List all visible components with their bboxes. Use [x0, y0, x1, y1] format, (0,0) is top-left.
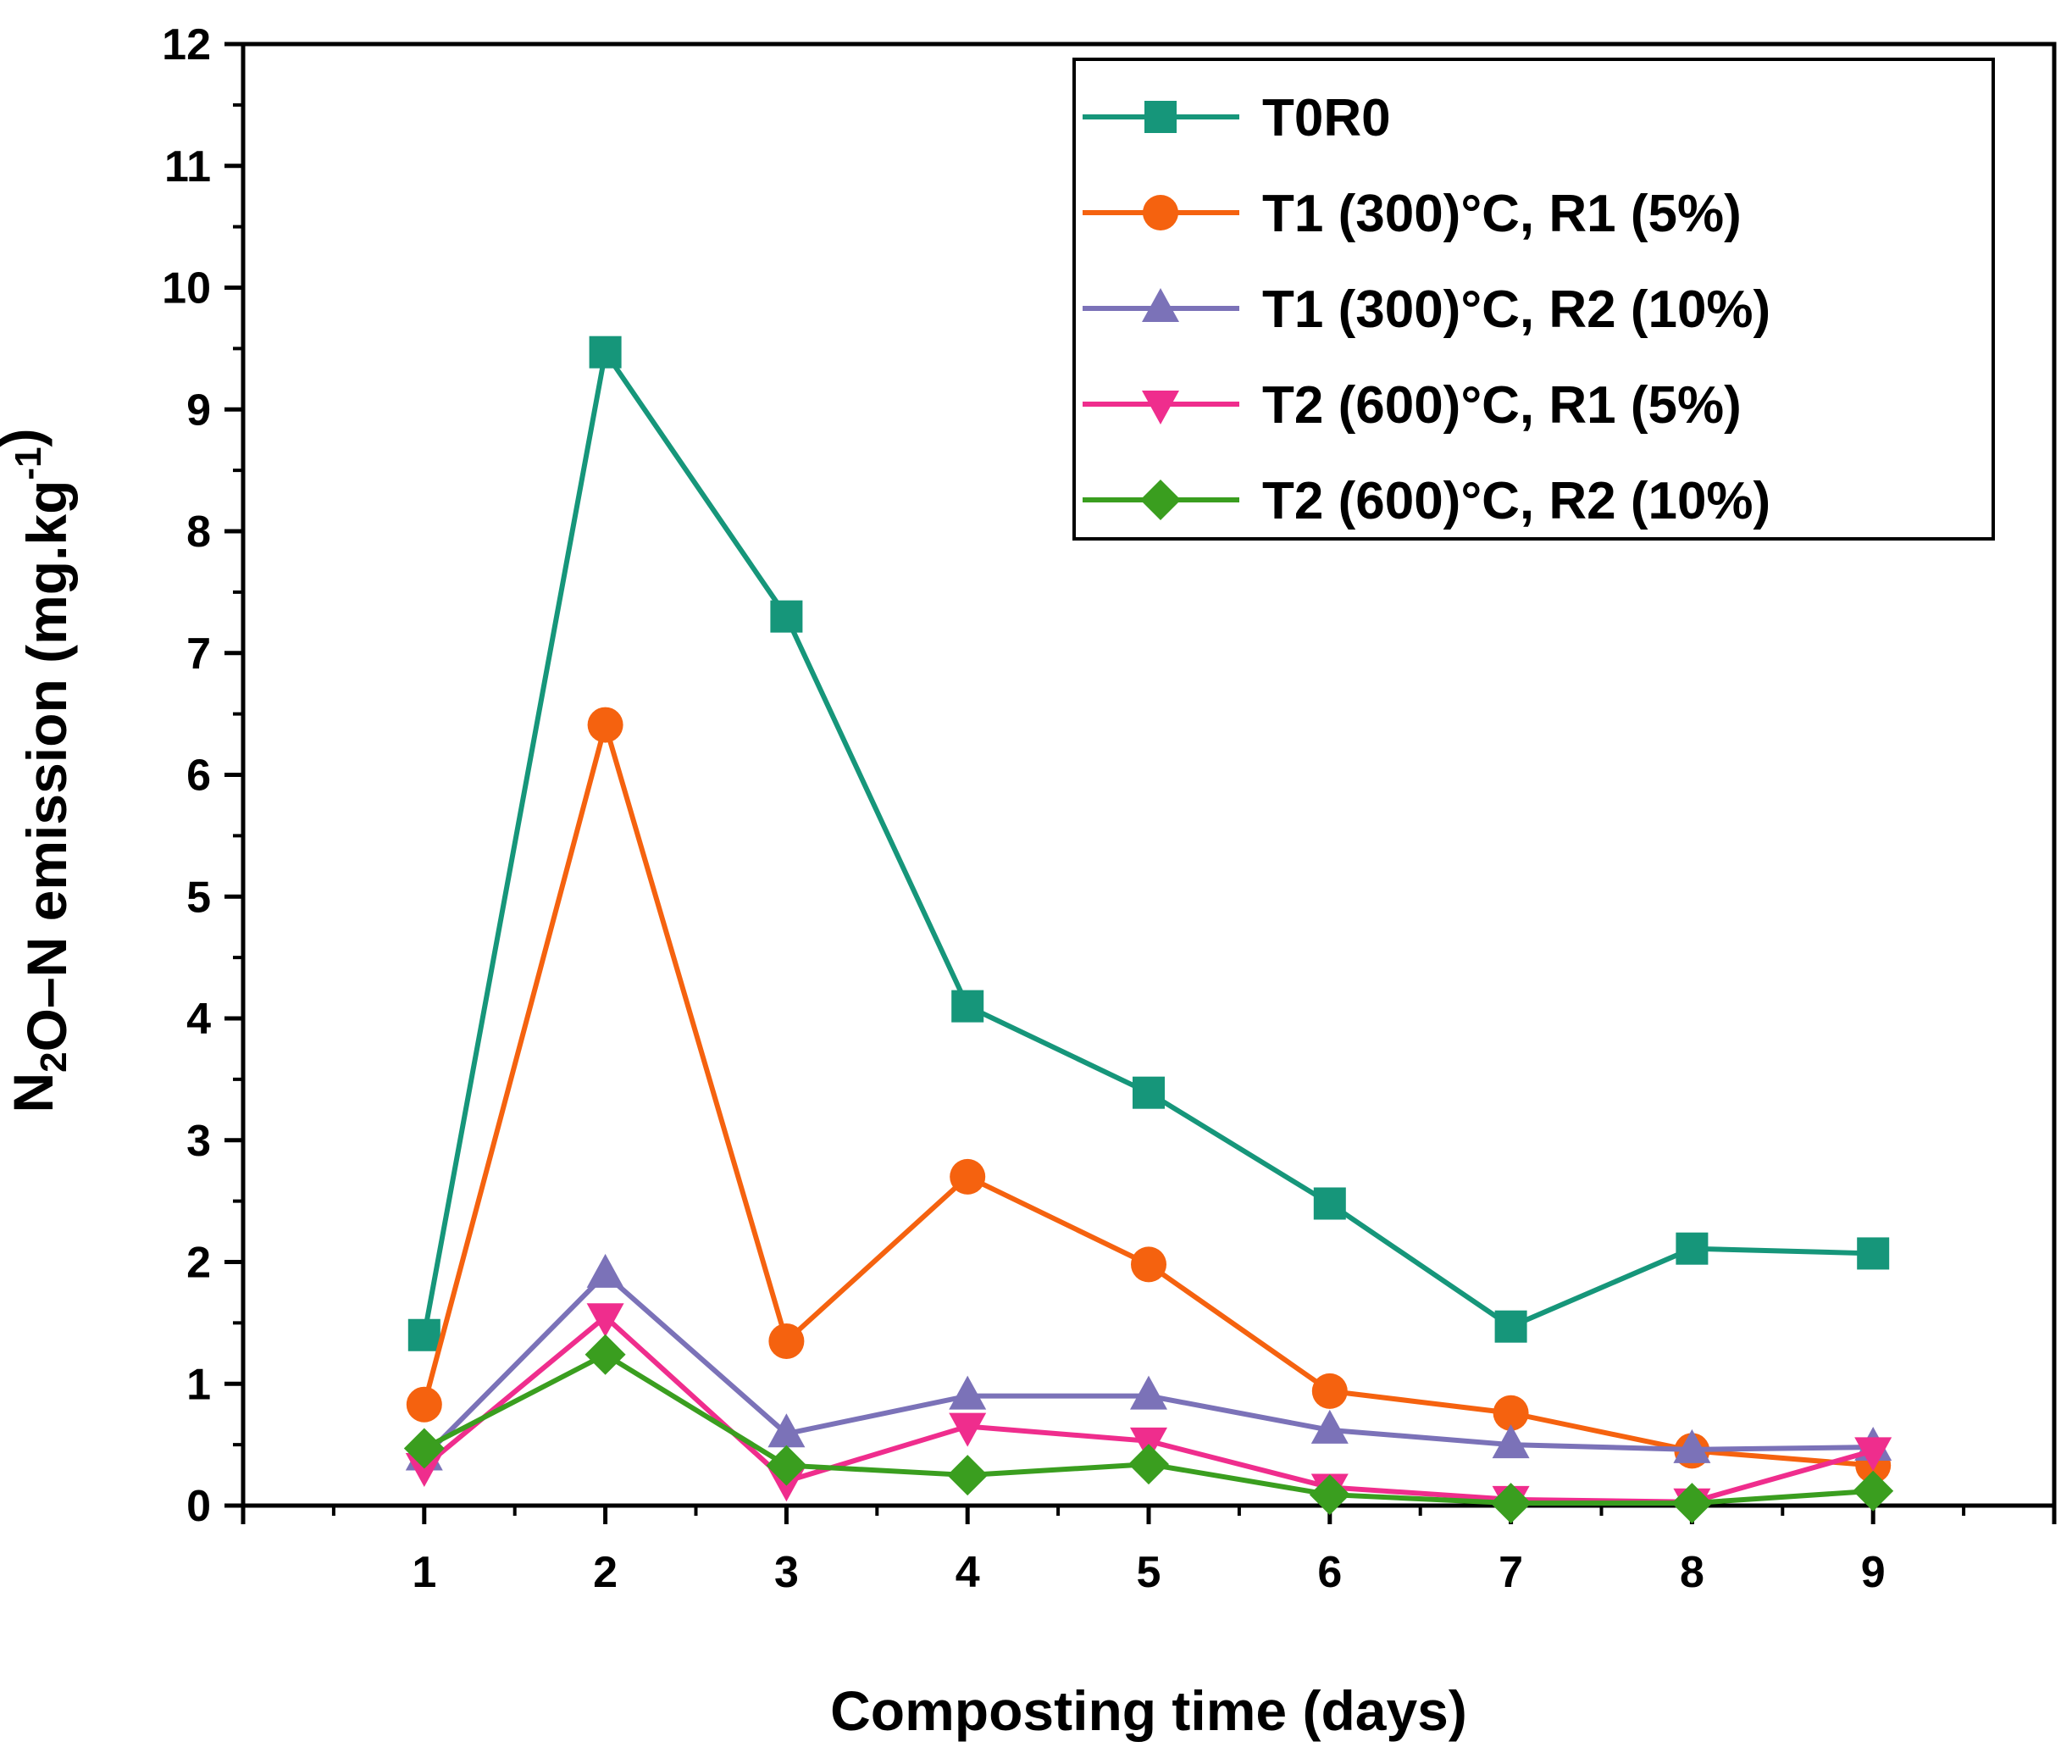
- data-point: [766, 1445, 807, 1486]
- data-point: [584, 1334, 626, 1375]
- x-tick-label: 7: [1499, 1548, 1523, 1597]
- data-point: [1494, 1310, 1527, 1343]
- legend-marker: [1142, 391, 1179, 424]
- series-1: [406, 707, 1892, 1484]
- data-point: [1130, 1375, 1167, 1410]
- legend-label: T2 (600)°C, R1 (5%): [1262, 376, 1742, 435]
- data-point: [1311, 1373, 1348, 1409]
- data-point: [1310, 1409, 1349, 1444]
- x-tick-label: 3: [774, 1548, 799, 1597]
- data-point: [1671, 1483, 1713, 1524]
- legend-marker: [1142, 288, 1179, 322]
- legend-entry: T1 (300)°C, R2 (10%): [1083, 280, 1770, 339]
- data-point: [1309, 1474, 1350, 1516]
- data-point: [768, 1323, 805, 1359]
- data-point: [586, 1253, 624, 1288]
- y-tick-label: 1: [186, 1360, 211, 1409]
- data-point: [1133, 1076, 1165, 1109]
- x-tick-label: 4: [956, 1548, 980, 1597]
- data-point: [406, 1386, 442, 1423]
- y-tick-label: 6: [186, 752, 211, 801]
- data-point: [949, 1375, 987, 1410]
- data-point: [1857, 1237, 1890, 1270]
- legend-entry: T2 (600)°C, R2 (10%): [1083, 472, 1770, 530]
- y-tick-label: 8: [186, 508, 211, 557]
- data-point: [947, 1455, 989, 1496]
- data-point: [1854, 1437, 1892, 1472]
- y-axis-title: N2O–N emission (mg.kg-1): [0, 428, 78, 1112]
- data-point: [405, 1453, 443, 1487]
- y-tick-label: 9: [186, 386, 211, 435]
- data-point: [1490, 1483, 1532, 1524]
- series-4: [403, 1334, 1894, 1524]
- y-tick-label: 4: [186, 995, 211, 1044]
- data-point: [951, 990, 984, 1023]
- y-tick-label: 12: [162, 20, 211, 69]
- data-point: [950, 1158, 986, 1195]
- data-point: [1492, 1424, 1530, 1459]
- x-tick-label: 6: [1317, 1548, 1342, 1597]
- data-point: [1673, 1428, 1711, 1463]
- series-3: [405, 1303, 1892, 1523]
- x-tick-label: 8: [1680, 1548, 1704, 1597]
- y-tick-label: 0: [186, 1482, 211, 1531]
- y-tick-label: 5: [186, 873, 211, 922]
- x-tick-label: 5: [1137, 1548, 1161, 1597]
- x-tick-label: 2: [593, 1548, 618, 1597]
- data-point: [403, 1428, 445, 1469]
- data-point: [767, 1413, 806, 1448]
- legend-entry: T0R0: [1083, 89, 1391, 147]
- legend-label: T1 (300)°C, R2 (10%): [1262, 280, 1770, 339]
- y-tick-label: 2: [186, 1239, 211, 1288]
- data-point: [587, 707, 623, 743]
- legend-label: T1 (300)°C, R1 (5%): [1262, 185, 1742, 243]
- x-tick-label: 9: [1861, 1548, 1886, 1597]
- legend-entry: T2 (600)°C, R1 (5%): [1083, 376, 1742, 435]
- data-point: [1493, 1395, 1529, 1431]
- y-tick-label: 11: [164, 142, 211, 191]
- data-point: [1313, 1187, 1346, 1220]
- legend-marker: [1144, 101, 1177, 133]
- data-point: [1131, 1246, 1166, 1283]
- series-0: [407, 336, 1890, 1351]
- legend-label: T2 (600)°C, R2 (10%): [1262, 472, 1770, 530]
- y-tick-label: 3: [186, 1117, 211, 1166]
- legend-marker: [1143, 195, 1178, 230]
- data-point: [770, 600, 803, 633]
- data-point: [407, 1318, 440, 1351]
- x-tick-label: 1: [412, 1548, 436, 1597]
- legend-entry: T1 (300)°C, R1 (5%): [1083, 185, 1742, 243]
- data-point: [1128, 1444, 1169, 1485]
- y-tick-label: 10: [162, 264, 211, 313]
- data-point: [586, 1303, 624, 1338]
- data-point: [1676, 1232, 1709, 1265]
- y-tick-label: 7: [186, 630, 211, 679]
- legend-label: T0R0: [1262, 89, 1391, 147]
- data-point: [949, 1412, 987, 1447]
- legend-marker: [1140, 480, 1181, 520]
- x-axis-title: Composting time (days): [830, 1679, 1467, 1742]
- data-point: [589, 336, 622, 369]
- legend-box: [1072, 58, 1995, 541]
- data-point: [1853, 1470, 1894, 1512]
